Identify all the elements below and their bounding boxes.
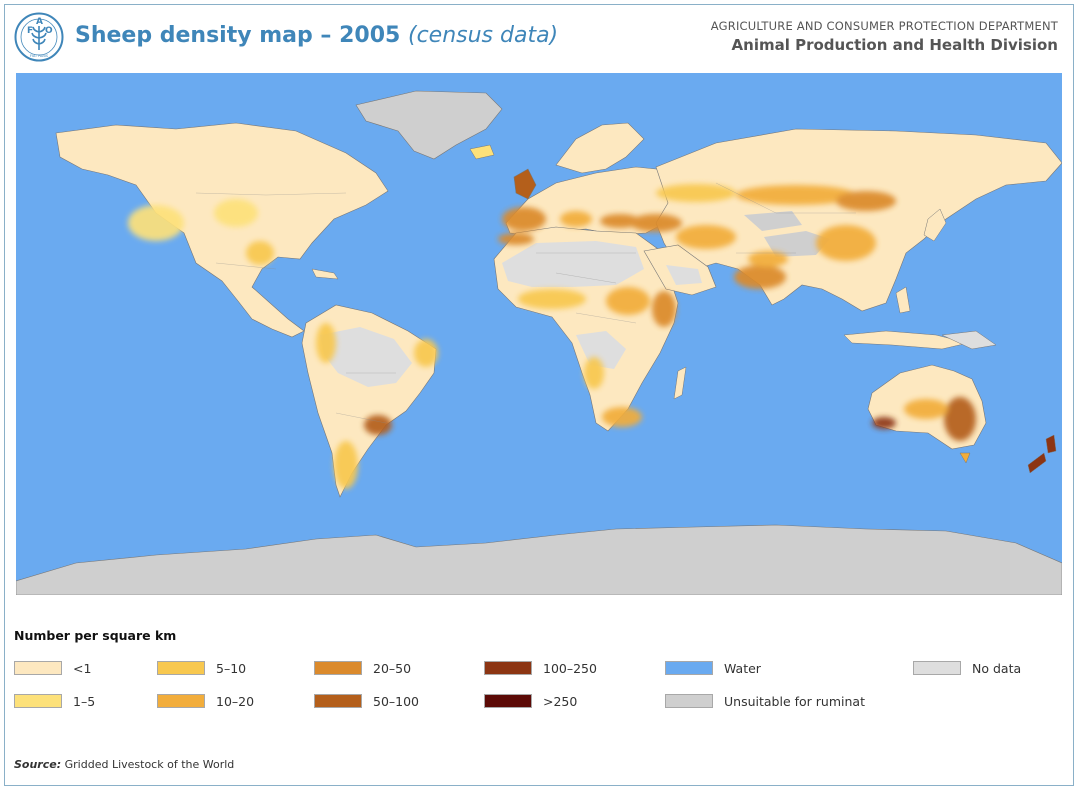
legend-label: 20–50 — [373, 660, 412, 676]
congo-no-data — [576, 331, 626, 369]
legend-label: Water — [724, 660, 761, 676]
legend-label: 100–250 — [543, 660, 597, 676]
legend-swatch — [665, 661, 713, 675]
iceland — [469, 144, 495, 160]
legend-item-water: Water — [665, 660, 761, 676]
tibet-no-data — [764, 231, 830, 257]
legend-label: Unsuitable for ruminat — [724, 693, 865, 709]
legend-label: 5–10 — [216, 660, 247, 676]
tasmania — [959, 452, 971, 464]
page-title: Sheep density map – 2005 (census data) — [75, 23, 558, 48]
source-note: Source: Gridded Livestock of the World — [14, 758, 234, 771]
new-guinea — [941, 330, 997, 350]
amazon-no-data — [320, 327, 412, 387]
caribbean — [311, 268, 339, 280]
logo-letter-f: F — [27, 26, 33, 36]
legend-swatch — [665, 694, 713, 708]
country-borders — [195, 182, 856, 424]
legend-swatch — [14, 661, 62, 675]
indonesia — [843, 330, 969, 350]
logo-motto: FIAT PANIS — [30, 54, 48, 58]
legend-title: Number per square km — [14, 628, 177, 643]
japan — [923, 208, 947, 242]
legend-label: 1–5 — [73, 693, 96, 709]
legend-label: <1 — [73, 660, 92, 676]
legend-swatch — [913, 661, 961, 675]
source-text: Gridded Livestock of the World — [64, 758, 235, 771]
new-zealand-north — [1045, 434, 1057, 454]
legend-item-20-50: 20–50 — [314, 660, 411, 676]
taklamakan-no-data — [744, 211, 802, 231]
legend-label: No data — [972, 660, 1022, 676]
map-frame — [4, 4, 1074, 786]
legend-swatch — [14, 694, 62, 708]
legend-item-lt1: <1 — [14, 660, 91, 676]
logo-letter-a: A — [36, 17, 43, 27]
legend-item-1-5: 1–5 — [14, 693, 95, 709]
legend-swatch — [157, 661, 205, 675]
logo-letter-o: O — [45, 26, 53, 36]
legend-item-no-data: No data — [913, 660, 1021, 676]
legend-swatch — [484, 661, 532, 675]
legend-swatch — [157, 694, 205, 708]
source-label: Source: — [14, 758, 62, 771]
legend-swatch — [484, 694, 532, 708]
great-britain — [513, 168, 537, 200]
madagascar — [673, 366, 687, 400]
sahara-no-data — [502, 241, 644, 287]
legend-item-gt250: >250 — [484, 693, 577, 709]
division-name: Animal Production and Health Division — [731, 36, 1058, 54]
legend-item-100-250: 100–250 — [484, 660, 597, 676]
legend-label: 50–100 — [373, 693, 420, 709]
antarctica — [16, 524, 1062, 595]
greenland — [355, 90, 503, 160]
title-main: Sheep density map – 2005 — [75, 23, 401, 48]
arabia-no-data — [666, 265, 702, 285]
new-zealand-south — [1027, 452, 1047, 474]
legend-item-10-20: 10–20 — [157, 693, 254, 709]
world-map — [16, 73, 1062, 595]
philippines — [895, 286, 911, 314]
legend-swatch — [314, 694, 362, 708]
title-subtitle: (census data) — [407, 23, 559, 48]
department-block: AGRICULTURE AND CONSUMER PROTECTION DEPA… — [711, 19, 1058, 54]
scandinavia — [555, 122, 645, 174]
department-name: AGRICULTURE AND CONSUMER PROTECTION DEPA… — [710, 19, 1058, 33]
legend-item-50-100: 50–100 — [314, 693, 419, 709]
legend-swatch — [314, 661, 362, 675]
legend-label: >250 — [543, 693, 578, 709]
legend-item-5-10: 5–10 — [157, 660, 246, 676]
fao-logo: F A O FIAT PANIS — [14, 12, 64, 62]
legend-item-unsuitable: Unsuitable for ruminat — [665, 693, 865, 709]
legend-label: 10–20 — [216, 693, 255, 709]
